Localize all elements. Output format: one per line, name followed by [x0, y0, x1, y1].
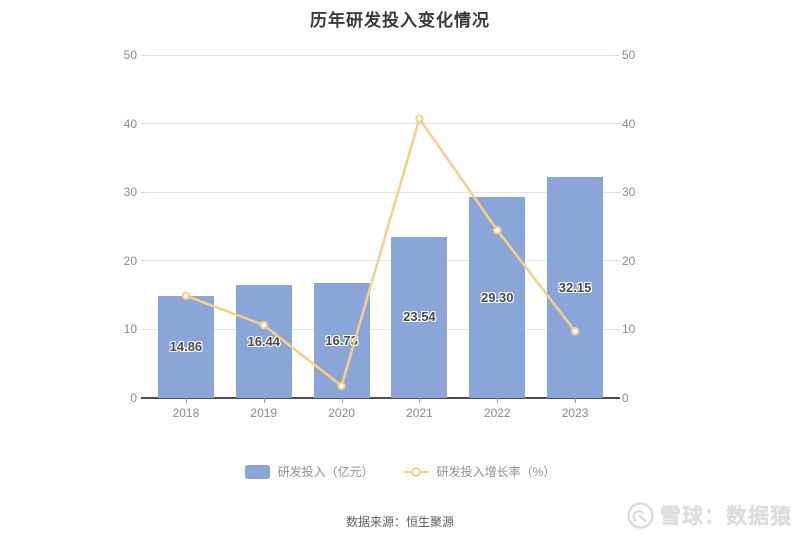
y-axis-right-label: 0: [622, 391, 629, 405]
x-axis-tick: [575, 398, 577, 403]
legend-label-line: 研发投入增长率（%）: [436, 465, 556, 479]
left-axis-tick: [141, 123, 147, 125]
right-axis-tick: [614, 328, 620, 330]
y-axis-right-label: 20: [622, 253, 636, 268]
left-axis-tick: [141, 260, 147, 262]
right-axis-tick: [614, 191, 620, 193]
line-series-swatch: [403, 465, 429, 479]
bar-value-label: 14.86: [169, 339, 203, 355]
y-axis-left-label: 50: [123, 48, 137, 62]
y-axis-left-label: 20: [123, 253, 137, 268]
y-axis-right-label: 50: [622, 48, 636, 62]
bar-value-label: 32.15: [558, 279, 592, 295]
x-axis-label-2023: 2023: [561, 406, 589, 420]
x-axis-label-2019: 2019: [250, 406, 278, 420]
y-axis-left-label: 40: [123, 116, 137, 131]
bar-value-label: 16.44: [247, 333, 281, 349]
line-marker: [570, 327, 580, 336]
right-axis-tick: [614, 123, 620, 125]
y-axis-right-label: 40: [622, 116, 636, 131]
bar-2023: 32.15: [547, 177, 604, 398]
y-axis-right-label: 30: [622, 185, 636, 200]
bar-2019: 16.44: [235, 285, 292, 398]
x-axis-line: [141, 397, 620, 399]
bar-2021: 23.54: [391, 236, 448, 398]
gridline-50: [147, 54, 614, 56]
growth-rate-line: [181, 114, 580, 391]
x-axis-tick: [341, 398, 343, 403]
gridline-30: [147, 191, 614, 193]
x-axis-tick: [185, 398, 187, 403]
x-axis-label-2022: 2022: [483, 406, 511, 420]
chart-title: 历年研发投入变化情况: [310, 11, 490, 30]
legend-label-bar: 研发投入（亿元）: [277, 465, 374, 479]
bar-value-label: 23.54: [403, 309, 436, 325]
gridline-20: [147, 260, 614, 262]
line-marker: [181, 291, 191, 300]
left-axis-tick: [141, 191, 147, 193]
legend-item-line[interactable]: 研发投入增长率（%）: [403, 463, 556, 480]
left-axis-tick: [141, 54, 147, 56]
x-axis-label-2021: 2021: [406, 406, 433, 420]
legend-item-bar[interactable]: 研发投入（亿元）: [244, 463, 374, 480]
bar-2020: 16.73: [313, 283, 370, 398]
x-axis-label-2020: 2020: [328, 406, 355, 420]
line-marker: [259, 320, 268, 330]
line-marker: [493, 225, 502, 235]
x-axis-tick: [263, 398, 265, 403]
line-marker: [337, 381, 346, 391]
bar-value-label: 16.73: [325, 332, 358, 348]
y-axis-left-label: 0: [130, 391, 137, 405]
gridline-10: [147, 328, 614, 330]
bar-series-swatch: [244, 464, 270, 479]
watermark: 雪球：数据猿: [627, 500, 792, 530]
bar-value-label: 29.30: [480, 289, 514, 305]
line-marker: [415, 114, 424, 123]
y-axis-right-label: 10: [622, 322, 636, 337]
bar-2018: 14.86: [157, 296, 214, 398]
watermark-text: 雪球：数据猿: [660, 505, 792, 528]
snowball-logo-icon: [627, 501, 654, 529]
gridline-40: [147, 123, 614, 125]
plot-area: 0 0 10 10 20 20 30 30 40 40 50 50 2018 2019 2020 2021 20…: [124, 49, 636, 420]
right-axis-tick: [614, 260, 620, 262]
left-axis-tick: [141, 328, 147, 330]
right-axis-tick: [614, 54, 620, 56]
legend: 研发投入（亿元） 研发投入增长率（%）: [0, 463, 800, 480]
x-axis-label-2018: 2018: [172, 406, 200, 420]
y-axis-left-label: 10: [123, 322, 137, 337]
x-axis-tick: [419, 398, 421, 403]
data-source: 数据来源：恒生聚源: [345, 515, 454, 529]
y-axis-left-label: 30: [123, 185, 137, 200]
x-axis-tick: [497, 398, 499, 403]
